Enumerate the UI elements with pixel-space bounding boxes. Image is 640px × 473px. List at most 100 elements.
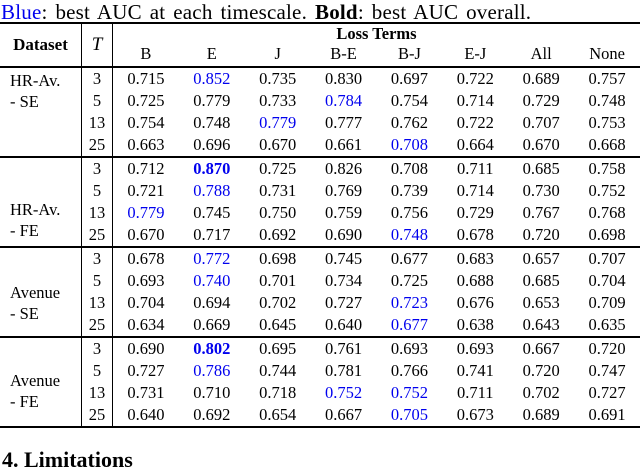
auc-value: 0.745 — [193, 203, 231, 222]
timescale-value: 13 — [88, 113, 106, 132]
auc-value: 0.702 — [259, 293, 297, 312]
timescale-value: 5 — [92, 181, 102, 200]
auc-value: 0.826 — [325, 159, 363, 178]
auc-value: 0.678 — [127, 249, 165, 268]
timescale-value: 25 — [88, 315, 106, 334]
auc-value: 0.779 — [127, 203, 165, 222]
auc-value: 0.693 — [390, 339, 428, 358]
auc-value: 0.761 — [325, 339, 363, 358]
timescale-column: 3 5 13 25 — [82, 248, 113, 336]
dataset-label-cell: HR-Av. - SE — [0, 68, 82, 156]
auc-value: 0.733 — [259, 91, 297, 110]
auc-value: 0.767 — [522, 203, 560, 222]
auc-value: 0.663 — [127, 135, 165, 154]
auc-value: 0.689 — [522, 405, 560, 424]
loss-term-column-header: B-J — [397, 44, 421, 63]
auc-value: 0.707 — [522, 113, 560, 132]
timescale-value: 5 — [92, 361, 102, 380]
auc-value: 0.711 — [457, 159, 494, 178]
auc-value: 0.669 — [193, 315, 231, 334]
auc-value: 0.705 — [390, 405, 428, 424]
auc-value: 0.664 — [456, 135, 494, 154]
caption-blue-keyword: Blue — [1, 0, 42, 24]
timescale-value: 5 — [92, 91, 102, 110]
auc-value: 0.640 — [325, 315, 363, 334]
auc-value: 0.643 — [522, 315, 560, 334]
auc-value: 0.692 — [259, 225, 297, 244]
auc-value: 0.722 — [456, 113, 494, 132]
auc-value: 0.754 — [390, 91, 428, 110]
timescale-value: 3 — [92, 159, 102, 178]
auc-value: 0.704 — [588, 271, 626, 290]
auc-value: 0.784 — [325, 91, 363, 110]
dataset-label-cell: Avenue - FE — [0, 338, 82, 426]
auc-value: 0.757 — [588, 69, 626, 88]
timescale-value: 3 — [92, 249, 102, 268]
auc-value: 0.718 — [259, 383, 297, 402]
auc-value: 0.729 — [456, 203, 494, 222]
auc-value: 0.678 — [456, 225, 494, 244]
dataset-label-line: - FE — [10, 221, 39, 240]
timescale-column: 3 5 13 25 — [82, 338, 113, 426]
auc-value: 0.653 — [522, 293, 560, 312]
loss-term-column-header: All — [530, 44, 552, 63]
auc-value: 0.754 — [127, 113, 165, 132]
auc-value: 0.698 — [588, 225, 626, 244]
auc-value: 0.670 — [127, 225, 165, 244]
auc-value: 0.758 — [588, 159, 626, 178]
auc-value: 0.748 — [193, 113, 231, 132]
auc-value: 0.720 — [588, 339, 626, 358]
auc-value: 0.727 — [325, 293, 363, 312]
auc-value: 0.720 — [522, 225, 560, 244]
auc-value: 0.741 — [456, 361, 494, 380]
auc-value: 0.693 — [127, 271, 165, 290]
auc-value: 0.697 — [390, 69, 428, 88]
loss-terms-group-label: Loss Terms — [336, 24, 417, 43]
auc-value: 0.640 — [127, 405, 165, 424]
auc-value: 0.715 — [127, 69, 165, 88]
timescale-column-header: T — [82, 24, 113, 66]
auc-value: 0.714 — [456, 181, 494, 200]
auc-value: 0.725 — [127, 91, 165, 110]
auc-value: 0.708 — [390, 135, 428, 154]
auc-value: 0.753 — [588, 113, 626, 132]
auc-value: 0.769 — [325, 181, 363, 200]
auc-value: 0.645 — [259, 315, 297, 334]
dataset-label: Avenue - SE — [10, 248, 60, 324]
auc-value: 0.670 — [259, 135, 297, 154]
caption-text-2: : best AUC overall. — [357, 0, 532, 24]
auc-value: 0.766 — [390, 361, 428, 380]
auc-value: 0.689 — [522, 69, 560, 88]
auc-value: 0.708 — [390, 159, 428, 178]
dataset-label-line: Avenue — [10, 371, 61, 390]
timescale-value: 13 — [88, 203, 106, 222]
auc-value: 0.668 — [588, 135, 626, 154]
timescale-value: 13 — [88, 293, 106, 312]
auc-value: 0.673 — [456, 405, 494, 424]
auc-value: 0.710 — [193, 383, 231, 402]
loss-term-column-header: B — [140, 44, 152, 63]
auc-value: 0.685 — [522, 159, 560, 178]
loss-terms-column-headers: B E J B-E B-J E-J All None — [113, 44, 640, 66]
dataset-block: Avenue - SE 3 5 13 25 0.678 0.772 0.698 0.745 0.67… — [0, 248, 640, 338]
auc-value: 0.667 — [325, 405, 363, 424]
dataset-block: HR-Av. - SE 3 5 13 25 0.715 0.852 0.735 0.830 0.69… — [0, 68, 640, 158]
auc-value: 0.654 — [259, 405, 297, 424]
timescale-value: 25 — [88, 405, 106, 424]
loss-term-column-header: J — [274, 44, 281, 63]
dataset-label: HR-Av. - SE — [10, 68, 60, 112]
auc-value: 0.691 — [588, 405, 626, 424]
timescale-value: 3 — [92, 339, 102, 358]
auc-value: 0.723 — [390, 293, 428, 312]
auc-value: 0.688 — [456, 271, 494, 290]
auc-value: 0.830 — [325, 69, 363, 88]
auc-value: 0.779 — [193, 91, 231, 110]
auc-value: 0.777 — [325, 113, 363, 132]
auc-value: 0.739 — [390, 181, 428, 200]
auc-value: 0.721 — [127, 181, 165, 200]
timescale-column: 3 5 13 25 — [82, 158, 113, 246]
auc-value: 0.676 — [456, 293, 494, 312]
auc-value: 0.759 — [325, 203, 363, 222]
auc-value: 0.730 — [522, 181, 560, 200]
auc-value: 0.683 — [456, 249, 494, 268]
